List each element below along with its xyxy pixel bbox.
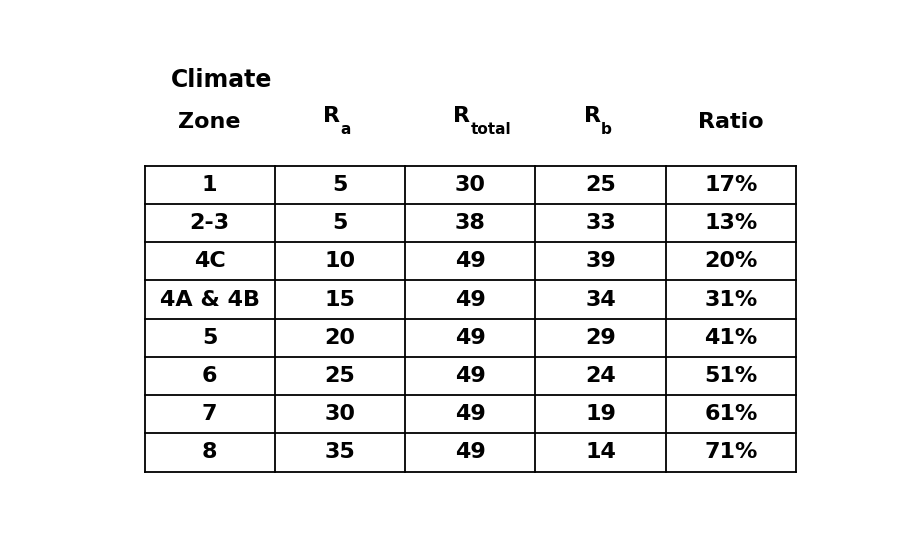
- Text: 49: 49: [454, 328, 485, 348]
- Text: 5: 5: [332, 213, 348, 233]
- Text: Climate: Climate: [171, 68, 272, 92]
- Text: 5: 5: [201, 328, 217, 348]
- Text: 25: 25: [324, 366, 355, 386]
- Text: 2-3: 2-3: [190, 213, 229, 233]
- Text: 6: 6: [201, 366, 218, 386]
- Text: a: a: [340, 122, 350, 137]
- Text: 49: 49: [454, 251, 485, 271]
- Text: 20%: 20%: [703, 251, 757, 271]
- Text: total: total: [470, 122, 510, 137]
- Text: 49: 49: [454, 404, 485, 424]
- Text: 29: 29: [584, 328, 615, 348]
- Text: R: R: [322, 106, 340, 126]
- Text: 38: 38: [454, 213, 485, 233]
- Text: 49: 49: [454, 442, 485, 462]
- Text: 49: 49: [454, 289, 485, 310]
- Text: 19: 19: [584, 404, 615, 424]
- Text: 20: 20: [324, 328, 355, 348]
- Text: 35: 35: [324, 442, 355, 462]
- Text: 4C: 4C: [193, 251, 226, 271]
- Text: 5: 5: [332, 175, 348, 195]
- Text: 71%: 71%: [703, 442, 757, 462]
- Text: 51%: 51%: [703, 366, 757, 386]
- Text: 1: 1: [201, 175, 218, 195]
- Text: 61%: 61%: [703, 404, 757, 424]
- Text: 17%: 17%: [703, 175, 757, 195]
- Text: 34: 34: [584, 289, 615, 310]
- Text: 15: 15: [324, 289, 355, 310]
- Text: 31%: 31%: [703, 289, 757, 310]
- Text: 14: 14: [584, 442, 615, 462]
- Text: R: R: [583, 106, 600, 126]
- Text: 41%: 41%: [703, 328, 757, 348]
- Text: Zone: Zone: [178, 112, 241, 132]
- Text: 33: 33: [584, 213, 615, 233]
- Text: 39: 39: [584, 251, 615, 271]
- Text: 4A & 4B: 4A & 4B: [160, 289, 259, 310]
- Text: 7: 7: [201, 404, 218, 424]
- Text: 25: 25: [584, 175, 615, 195]
- Text: 30: 30: [454, 175, 485, 195]
- Text: R: R: [452, 106, 470, 126]
- Text: 30: 30: [324, 404, 355, 424]
- Text: 13%: 13%: [703, 213, 757, 233]
- Text: 24: 24: [584, 366, 615, 386]
- Text: 10: 10: [324, 251, 355, 271]
- Text: 49: 49: [454, 366, 485, 386]
- Text: Ratio: Ratio: [697, 112, 763, 132]
- Text: 8: 8: [201, 442, 218, 462]
- Text: b: b: [600, 122, 610, 137]
